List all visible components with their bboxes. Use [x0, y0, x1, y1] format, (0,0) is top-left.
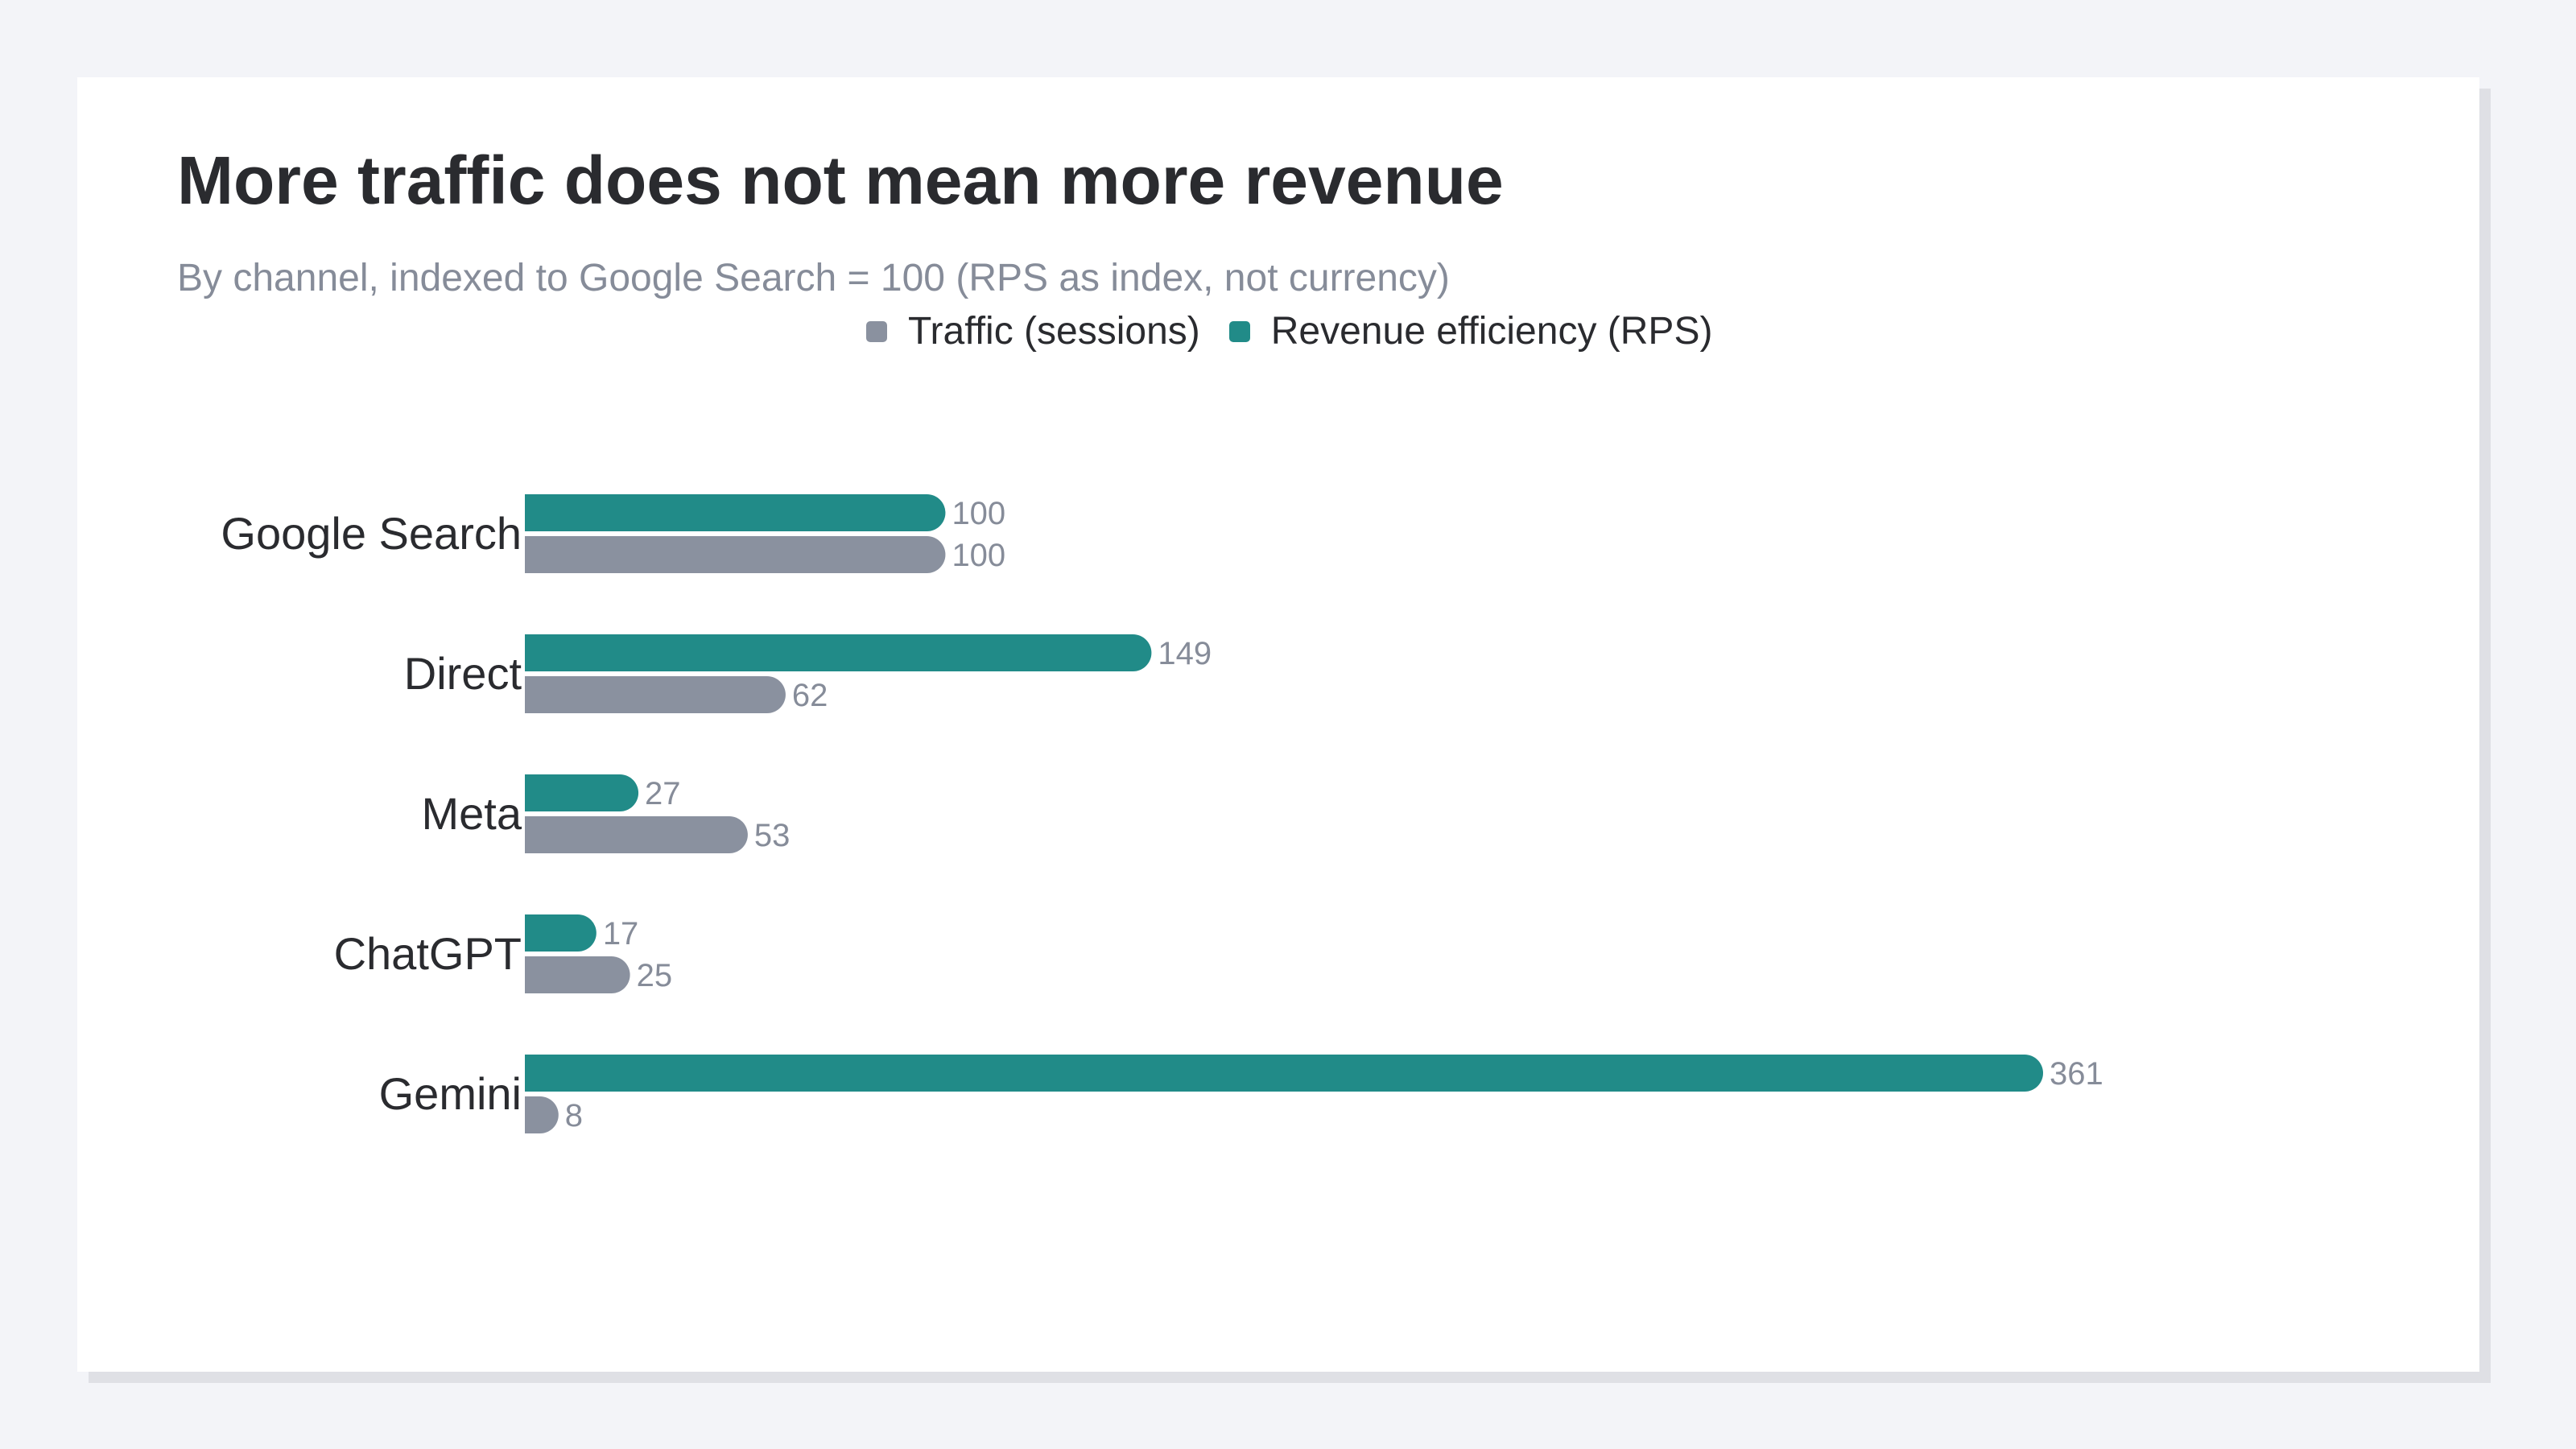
value-label-revenue-efficiency-rps-google-search: 100	[952, 496, 1005, 531]
bar-traffic-sessions-direct	[525, 676, 786, 713]
chart-title: More traffic does not mean more revenue	[177, 142, 1504, 218]
value-label-traffic-sessions-meta: 53	[754, 818, 791, 853]
bar-revenue-efficiency-rps-google-search	[525, 494, 946, 531]
legend-swatch-traffic	[866, 320, 887, 342]
value-label-revenue-efficiency-rps-direct: 149	[1158, 636, 1212, 671]
bar-revenue-efficiency-rps-meta	[525, 774, 639, 811]
chart-card: More traffic does not mean more revenue …	[77, 77, 2479, 1372]
bar-revenue-efficiency-rps-chatgpt	[525, 914, 597, 952]
category-label-chatgpt: ChatGPT	[334, 928, 522, 979]
legend-item-traffic: Traffic (sessions)	[866, 309, 1200, 353]
bar-chart: Google Search 100 100 Direct 149 62 Meta 27 53 Ch…	[221, 494, 2103, 1133]
value-label-traffic-sessions-google-search: 100	[952, 538, 1005, 573]
bar-revenue-efficiency-rps-gemini	[525, 1055, 2043, 1092]
value-label-revenue-efficiency-rps-chatgpt: 17	[603, 916, 639, 952]
bar-traffic-sessions-google-search	[525, 536, 946, 573]
chart-subtitle: By channel, indexed to Google Search = 1…	[177, 257, 1450, 299]
value-label-revenue-efficiency-rps-meta: 27	[645, 776, 681, 811]
bar-traffic-sessions-meta	[525, 816, 748, 853]
value-label-revenue-efficiency-rps-gemini: 361	[2050, 1056, 2103, 1092]
chart-legend: Traffic (sessions) Revenue efficiency (R…	[866, 309, 1741, 353]
value-label-traffic-sessions-direct: 62	[792, 678, 828, 713]
legend-label-traffic: Traffic (sessions)	[908, 310, 1200, 353]
bar-traffic-sessions-gemini	[525, 1096, 559, 1133]
legend-swatch-revenue-efficiency	[1228, 320, 1250, 342]
category-label-direct: Direct	[404, 648, 522, 699]
bar-traffic-sessions-chatgpt	[525, 956, 630, 993]
category-label-google-search: Google Search	[221, 508, 522, 559]
legend-label-revenue-efficiency: Revenue efficiency (RPS)	[1270, 310, 1713, 353]
legend-item-revenue-efficiency: Revenue efficiency (RPS)	[1228, 309, 1713, 353]
value-label-traffic-sessions-gemini: 8	[565, 1098, 583, 1133]
category-label-meta: Meta	[422, 788, 522, 839]
value-label-traffic-sessions-chatgpt: 25	[637, 958, 673, 993]
bar-revenue-efficiency-rps-direct	[525, 634, 1152, 671]
category-label-gemini: Gemini	[379, 1068, 522, 1119]
